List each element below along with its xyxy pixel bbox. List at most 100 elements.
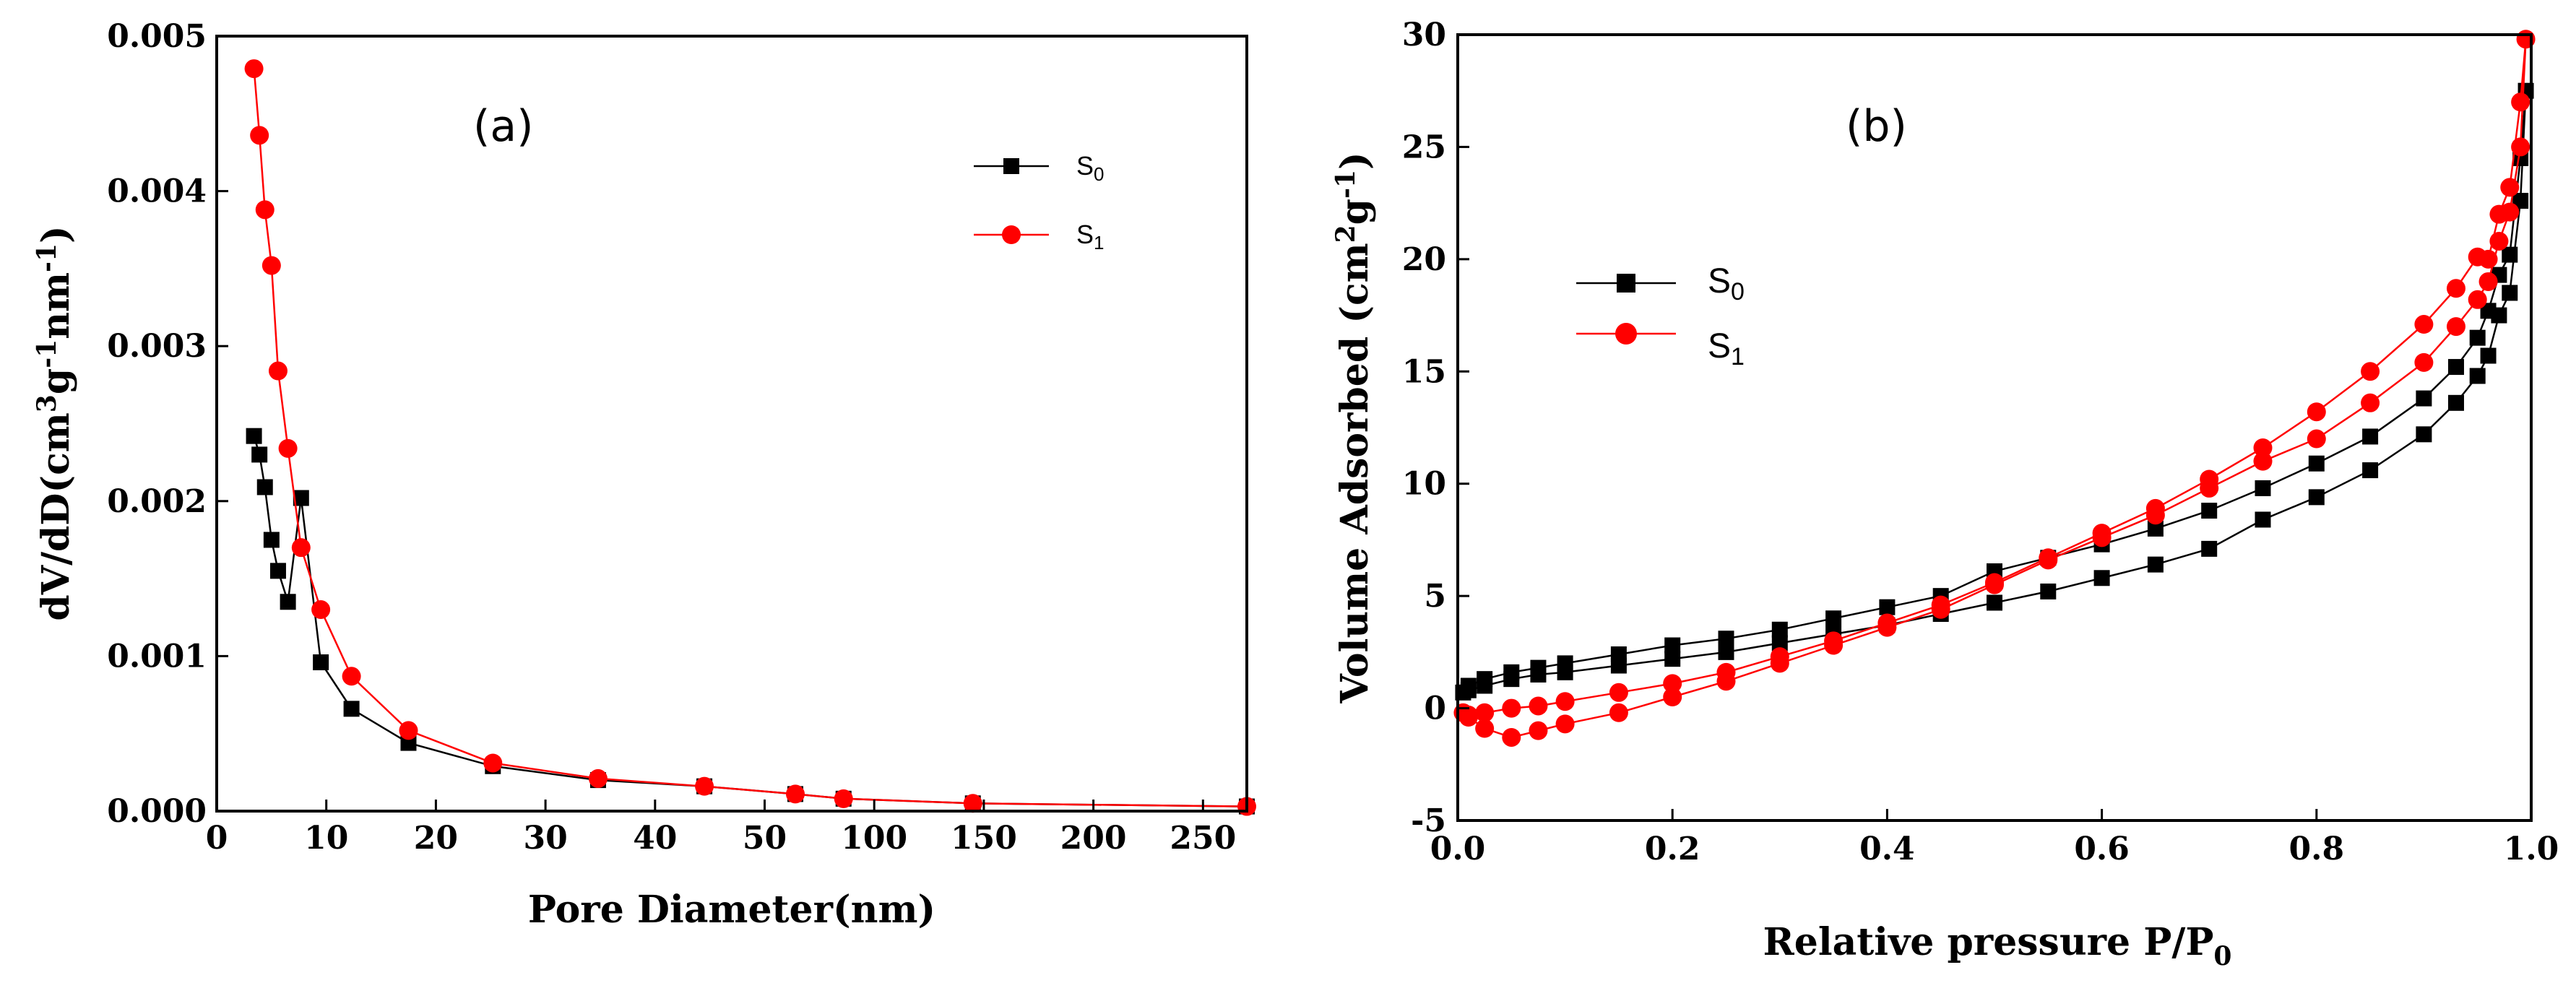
chart-b-point-s0 xyxy=(2480,303,2497,319)
chart-b-point-s1 xyxy=(2253,438,2273,457)
chart-b-point-s1 xyxy=(2489,204,2509,224)
chart-a-point-s1 xyxy=(342,667,361,686)
chart-a-point-s1 xyxy=(785,784,805,804)
chart-a-panel-label: (a) xyxy=(473,101,534,152)
chart-a-legend-s0-base: S xyxy=(1076,151,1094,181)
chart-b-point-s0 xyxy=(1879,599,1896,615)
chart-b-panel-label: (b) xyxy=(1846,101,1907,152)
chart-b-point-s0 xyxy=(1460,677,1477,694)
chart-b-y-axis-label: Volume Adsorbed (cm2g-1) xyxy=(1331,152,1377,703)
chart-b-legend-s0-sub: 0 xyxy=(1731,278,1745,306)
chart-b-point-s0 xyxy=(2093,570,2110,586)
chart-a-x-tick-label: 50 xyxy=(743,820,787,857)
chart-a-frame xyxy=(215,35,1248,813)
chart-a-point-s0 xyxy=(246,428,262,444)
chart-b-point-s1 xyxy=(2511,92,2530,112)
chart-b-point-s0 xyxy=(2512,193,2529,209)
chart-a-point-s0 xyxy=(293,490,309,506)
chart-a-y-ticks: 0.000 0.001 0.002 0.003 0.004 0.005 xyxy=(107,18,228,830)
chart-a-x-tick-label: 20 xyxy=(414,820,458,857)
chart-b-point-s0 xyxy=(2447,359,2464,376)
chart-b-point-s1 xyxy=(2414,352,2434,372)
chart-b-point-s0 xyxy=(2147,556,2164,573)
chart-a-y-tick-label: 0.002 xyxy=(107,483,207,520)
chart-b-legend-label-s1: S1 xyxy=(1708,327,1745,371)
chart-a-point-s1 xyxy=(244,59,264,79)
chart-a-legend-s1-base: S xyxy=(1076,220,1094,249)
chart-a-point-s1 xyxy=(250,126,269,145)
chart-b-legend-s1-base: S xyxy=(1708,327,1731,365)
chart-a-point-s1 xyxy=(255,200,275,220)
chart-b-point-s0 xyxy=(1503,664,1520,680)
chart-b-series xyxy=(1453,30,2536,747)
chart-b-legend-s0-base: S xyxy=(1708,262,1731,300)
chart-a-point-s0 xyxy=(269,563,286,579)
chart-b-point-s0 xyxy=(1530,659,1547,676)
chart-b-line-s1 xyxy=(1462,39,2527,739)
chart-a-point-s1 xyxy=(311,600,331,620)
chart-b-point-s1 xyxy=(1985,573,2004,592)
chart-b-y-label-base: Volume Adsorbed (cm xyxy=(1333,243,1377,703)
chart-a-x-tick-label: 40 xyxy=(633,820,677,857)
chart-b-point-s0 xyxy=(1557,655,1573,672)
chart-b-point-s1 xyxy=(1502,727,1521,747)
chart-a-y-label-end: ) xyxy=(34,225,78,243)
chart-b-x-tick-label: 0.0 xyxy=(1430,831,1486,867)
chart-a-y-label-mid1: g xyxy=(34,368,78,394)
chart-b-point-s1 xyxy=(2414,315,2434,334)
chart-b-y-label-mid: g xyxy=(1333,199,1377,225)
chart-b-y-tick-label: -5 xyxy=(1411,802,1446,839)
chart-b-point-s0 xyxy=(2147,520,2164,537)
chart-b-point-s0 xyxy=(2308,489,2325,506)
chart-b-legend-marker-s0 xyxy=(1617,274,1635,293)
chart-b-point-s0 xyxy=(2308,455,2325,472)
chart-b-point-s0 xyxy=(1771,621,1788,638)
chart-a-y-label-base: dV/dD(cm xyxy=(34,412,78,620)
chart-a-point-s1 xyxy=(262,256,281,275)
chart-a-x-axis-label: Pore Diameter(nm) xyxy=(528,888,935,932)
chart-b-point-s1 xyxy=(1529,721,1548,740)
chart-a-point-s1 xyxy=(291,538,311,558)
chart-b-point-s0 xyxy=(1718,631,1734,647)
chart-b-x-tick-label: 0.2 xyxy=(1645,831,1700,867)
chart-b-y-tick-label: 15 xyxy=(1402,353,1446,390)
chart-b-point-s0 xyxy=(1664,637,1681,654)
chart-b-x-tick-label: 0.4 xyxy=(1859,831,1915,867)
chart-b-point-s1 xyxy=(2361,393,2380,412)
chart-b-point-s1 xyxy=(1458,705,1478,724)
chart-b-point-s0 xyxy=(2255,480,2271,496)
chart-a-point-s0 xyxy=(313,654,329,670)
chart-b-point-s0 xyxy=(2255,511,2271,528)
chart-b-x-tick-label: 1.0 xyxy=(2504,831,2559,867)
chart-b-x-axis-label: Relative pressure P/P0 xyxy=(1763,920,2232,971)
chart-a-y-label-sup3: -1 xyxy=(32,243,62,272)
chart-b-point-s1 xyxy=(2446,317,2465,337)
chart-a-y-label-sup1: 3 xyxy=(32,394,62,412)
chart-b-point-s1 xyxy=(2092,524,2112,543)
chart-b-point-s1 xyxy=(2361,362,2380,381)
chart-a-point-s1 xyxy=(399,721,418,740)
chart-b-point-s1 xyxy=(2489,231,2509,251)
chart-b-point-s1 xyxy=(2446,279,2465,298)
chart-b-point-s1 xyxy=(1609,703,1628,722)
chart-a-point-s1 xyxy=(963,794,982,813)
chart-b-y-tick-label: 0 xyxy=(1424,690,1446,727)
chart-a-line-s0 xyxy=(253,436,1248,807)
chart-b-y-label-sup1: 2 xyxy=(1331,225,1361,243)
chart-a-y-tick-label: 0.005 xyxy=(107,18,207,55)
chart-a-y-axis-label: dV/dD(cm3g-1nm-1) xyxy=(32,225,78,620)
chart-b-point-s1 xyxy=(1502,698,1521,718)
chart-b-y-tick-label: 10 xyxy=(1402,466,1446,503)
chart-b-point-s1 xyxy=(2253,451,2273,471)
chart-b-y-tick-label: 5 xyxy=(1424,578,1446,615)
chart-b-y-tick-label: 20 xyxy=(1402,241,1446,278)
chart-b-point-s0 xyxy=(2469,329,2486,346)
chart-b-point-s1 xyxy=(1475,719,1495,738)
chart-b-point-s0 xyxy=(1610,646,1627,662)
chart-b-point-s0 xyxy=(1771,635,1788,651)
chart-b-legend-s1-sub: 1 xyxy=(1731,343,1745,371)
chart-b-point-s1 xyxy=(1555,692,1575,711)
chart-a-point-s1 xyxy=(268,361,288,381)
chart-a-legend-label-s0: S0 xyxy=(1076,151,1104,185)
chart-b-y-tick-label: 30 xyxy=(1402,17,1446,53)
